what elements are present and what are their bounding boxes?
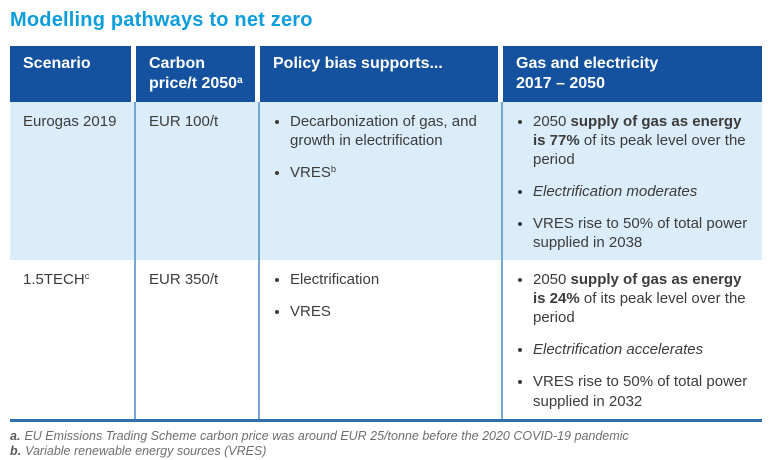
- row2-gas-bullet2: Electrification accelerates: [533, 341, 704, 359]
- header-scenario: Scenario: [10, 46, 136, 102]
- row2-gas-bullet1-pre: 2050: [533, 271, 571, 289]
- list-item: 2050 supply of gas as energy is 24% of i…: [533, 270, 752, 327]
- footnote-b-marker: b.: [10, 444, 22, 459]
- header-gas-electricity-line2: 2017 – 2050: [516, 75, 605, 93]
- row2-policy-bullet2: VRES: [290, 303, 331, 321]
- footnote-b: b. Variable renewable energy sources (VRE…: [10, 444, 770, 460]
- row2-carbon-label: EUR 350/t: [149, 271, 219, 289]
- row1-carbon-cell: EUR 100/t: [136, 102, 260, 261]
- footnote-b-text: Variable renewable energy sources (VRES): [25, 444, 267, 459]
- row1-scenario-cell: Eurogas 2019: [10, 102, 136, 261]
- list-item: Decarbonization of gas, and growth in el…: [290, 112, 491, 150]
- header-gas-electricity-line1: Gas and electricity: [516, 55, 659, 72]
- row2-policy-cell: Electrification VRES: [260, 260, 503, 419]
- row2-scenario-label: 1.5TECH: [23, 271, 85, 289]
- list-item: 2050 supply of gas as energy is 77% of i…: [533, 112, 752, 169]
- list-item: VRESb: [290, 163, 491, 182]
- header-policy-bias-label: Policy bias supports...: [273, 55, 443, 72]
- header-gas-electricity: Gas and electricity 2017 – 2050: [503, 46, 762, 102]
- header-carbon-price-label: Carbon price/t 2050: [149, 55, 238, 93]
- page-title: Modelling pathways to net zero: [10, 9, 313, 31]
- row2-policy-bullet1: Electrification: [290, 271, 380, 289]
- row2-gas-bullet3: VRES rise to 50% of total power supplied…: [533, 373, 748, 410]
- row2-gas-cell: 2050 supply of gas as energy is 24% of i…: [503, 260, 762, 419]
- list-item: VRES: [290, 302, 491, 321]
- row1-scenario-label: Eurogas 2019: [23, 113, 117, 130]
- header-carbon-price: Carbon price/t 2050a: [136, 46, 260, 102]
- footnote-ref-c: c: [84, 271, 90, 282]
- footnotes: a. EU Emissions Trading Scheme carbon pri…: [10, 429, 770, 460]
- row1-policy-bullet2: VRES: [290, 164, 331, 182]
- footnote-a-text: EU Emissions Trading Scheme carbon price…: [24, 428, 629, 443]
- row1-gas-bullet3: VRES rise to 50% of total power supplied…: [533, 215, 748, 252]
- row2-carbon-cell: EUR 350/t: [136, 260, 260, 419]
- header-policy-bias: Policy bias supports...: [260, 46, 503, 102]
- row1-gas-list: 2050 supply of gas as energy is 77% of i…: [516, 112, 752, 252]
- row1-policy-bullet1: Decarbonization of gas, and growth in el…: [290, 113, 477, 150]
- footnote-ref-b: b: [330, 164, 337, 175]
- list-item: Electrification accelerates: [533, 340, 752, 359]
- list-item: VRES rise to 50% of total power supplied…: [533, 372, 752, 410]
- row2-scenario-cell: 1.5TECHc: [10, 260, 136, 419]
- row2-gas-bullet1-post: of its peak level over the period: [533, 290, 746, 327]
- row2-policy-list: Electrification VRES: [273, 270, 491, 321]
- footnote-a: a. EU Emissions Trading Scheme carbon pri…: [10, 429, 770, 445]
- list-item: Electrification: [290, 270, 491, 289]
- row1-gas-bullet1-bold: supply of gas as energy is 77%: [533, 113, 742, 150]
- row2-gas-list: 2050 supply of gas as energy is 24% of i…: [516, 270, 752, 410]
- row1-gas-bullet2: Electrification moderates: [533, 183, 698, 201]
- row1-carbon-label: EUR 100/t: [149, 113, 219, 130]
- footnote-a-marker: a.: [10, 428, 21, 443]
- row1-gas-bullet1-post: of its peak level over the period: [533, 132, 746, 169]
- row1-gas-cell: 2050 supply of gas as energy is 77% of i…: [503, 102, 762, 261]
- row1-policy-list: Decarbonization of gas, and growth in el…: [273, 112, 491, 182]
- list-item: Electrification moderates: [533, 182, 752, 201]
- list-item: VRES rise to 50% of total power supplied…: [533, 214, 752, 252]
- row1-gas-bullet1-pre: 2050: [533, 113, 571, 130]
- row1-policy-cell: Decarbonization of gas, and growth in el…: [260, 102, 503, 261]
- pathways-table: Scenario Carbon price/t 2050a Policy bia…: [10, 46, 762, 422]
- header-scenario-label: Scenario: [23, 55, 91, 72]
- footnote-ref-a: a: [237, 75, 243, 87]
- row2-gas-bullet1-bold: supply of gas as energy is 24%: [533, 271, 742, 308]
